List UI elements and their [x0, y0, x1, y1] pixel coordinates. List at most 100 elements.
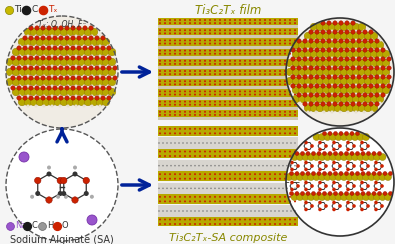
Circle shape	[299, 57, 301, 60]
Circle shape	[18, 88, 26, 96]
Circle shape	[204, 73, 206, 75]
Circle shape	[269, 111, 271, 113]
Circle shape	[254, 104, 256, 106]
Circle shape	[309, 39, 313, 43]
Circle shape	[309, 48, 313, 52]
Circle shape	[159, 128, 161, 130]
Circle shape	[189, 32, 191, 34]
Circle shape	[230, 188, 232, 189]
Circle shape	[327, 48, 331, 52]
Circle shape	[301, 192, 305, 195]
Circle shape	[328, 192, 332, 195]
Circle shape	[264, 83, 266, 85]
Circle shape	[224, 200, 226, 202]
Circle shape	[351, 39, 355, 43]
Circle shape	[159, 83, 161, 85]
Circle shape	[292, 95, 300, 103]
Circle shape	[95, 76, 99, 80]
Circle shape	[345, 21, 349, 25]
Circle shape	[95, 96, 99, 100]
Circle shape	[244, 63, 246, 65]
Circle shape	[224, 70, 226, 72]
Circle shape	[218, 188, 220, 189]
Circle shape	[316, 59, 324, 67]
Circle shape	[274, 83, 276, 85]
Circle shape	[194, 63, 196, 65]
Circle shape	[321, 48, 325, 52]
Circle shape	[294, 223, 296, 225]
Circle shape	[274, 142, 276, 144]
Circle shape	[66, 64, 70, 68]
Circle shape	[304, 168, 308, 171]
Circle shape	[328, 104, 336, 112]
Circle shape	[339, 30, 342, 32]
Circle shape	[11, 66, 15, 70]
Circle shape	[356, 132, 359, 135]
Circle shape	[258, 188, 260, 189]
Circle shape	[291, 193, 298, 201]
Circle shape	[346, 41, 354, 49]
Circle shape	[290, 165, 292, 166]
Circle shape	[259, 104, 261, 106]
Circle shape	[166, 142, 168, 144]
Circle shape	[327, 39, 331, 43]
Circle shape	[318, 188, 322, 191]
Circle shape	[291, 153, 298, 161]
Circle shape	[384, 173, 391, 181]
Circle shape	[83, 36, 87, 40]
Circle shape	[90, 88, 98, 96]
Circle shape	[246, 165, 248, 166]
Circle shape	[214, 173, 216, 175]
Circle shape	[174, 39, 176, 41]
Circle shape	[279, 196, 281, 198]
Circle shape	[274, 104, 276, 106]
Circle shape	[298, 86, 306, 94]
Circle shape	[354, 83, 357, 87]
Circle shape	[204, 50, 206, 51]
Circle shape	[274, 19, 276, 21]
Circle shape	[47, 165, 51, 170]
Circle shape	[364, 95, 372, 103]
Circle shape	[234, 53, 236, 55]
Circle shape	[298, 41, 306, 49]
Circle shape	[58, 104, 62, 108]
Circle shape	[316, 23, 324, 31]
Circle shape	[108, 78, 116, 86]
Circle shape	[299, 74, 301, 78]
Circle shape	[54, 68, 62, 76]
Circle shape	[179, 101, 181, 102]
Bar	[158, 35, 298, 38]
Circle shape	[174, 22, 176, 24]
Circle shape	[26, 74, 30, 78]
Circle shape	[41, 26, 45, 30]
Circle shape	[314, 102, 318, 104]
Circle shape	[279, 70, 281, 72]
Circle shape	[47, 96, 51, 100]
Circle shape	[258, 142, 260, 144]
Circle shape	[294, 101, 296, 102]
Circle shape	[209, 218, 211, 221]
Circle shape	[84, 48, 92, 56]
Circle shape	[279, 128, 281, 130]
Circle shape	[102, 68, 110, 76]
Circle shape	[310, 164, 314, 168]
Circle shape	[234, 114, 236, 116]
Circle shape	[354, 74, 357, 78]
Circle shape	[316, 104, 324, 112]
Circle shape	[254, 93, 256, 96]
Circle shape	[327, 30, 331, 34]
Circle shape	[229, 50, 231, 51]
Circle shape	[199, 155, 201, 157]
Circle shape	[286, 77, 294, 85]
Circle shape	[26, 44, 30, 48]
Circle shape	[83, 74, 85, 78]
Circle shape	[90, 28, 98, 36]
Circle shape	[249, 218, 251, 221]
Circle shape	[204, 39, 206, 41]
Circle shape	[351, 93, 355, 97]
Circle shape	[364, 41, 372, 49]
Circle shape	[254, 178, 256, 180]
Circle shape	[169, 53, 171, 55]
Circle shape	[159, 19, 161, 21]
Text: Ti₃C₂Tₓ-SA composite: Ti₃C₂Tₓ-SA composite	[169, 233, 287, 243]
